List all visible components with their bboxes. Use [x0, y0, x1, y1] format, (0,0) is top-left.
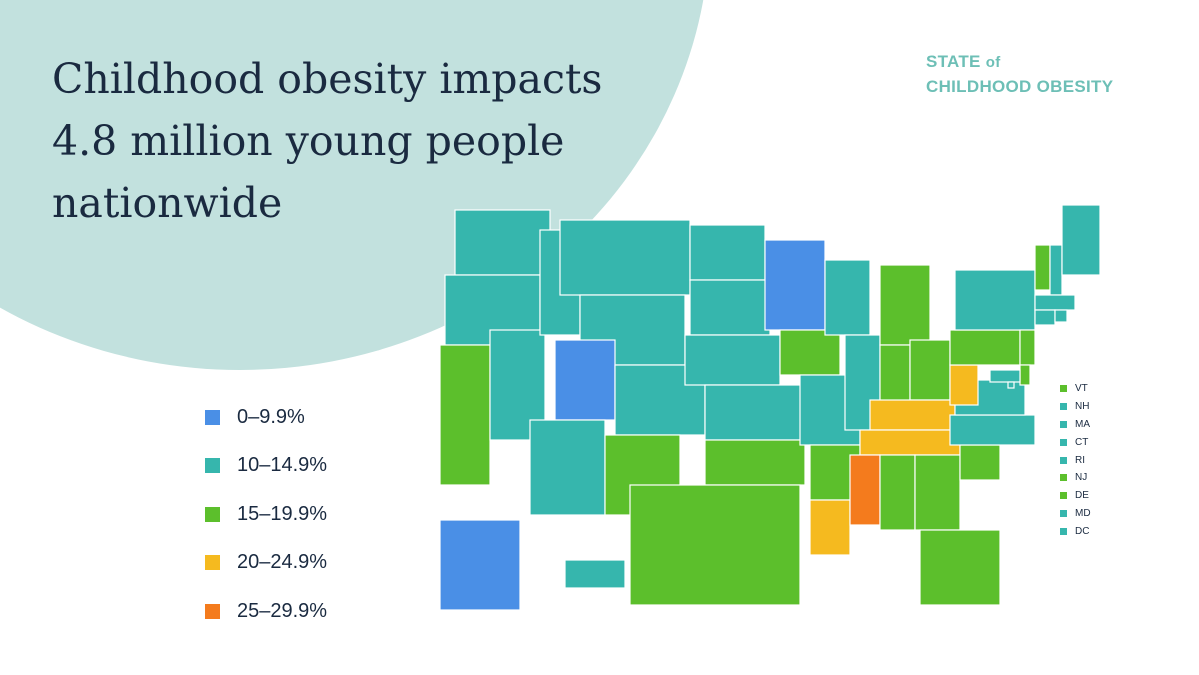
state-ct — [1034, 309, 1056, 326]
legend-swatch — [205, 603, 220, 619]
small-state-item: NJ — [1060, 469, 1120, 487]
state-ri — [1054, 309, 1068, 323]
legend: 0–9.9% 10–14.9% 15–19.9% 20–24.9% 25–29.9% — [205, 393, 385, 636]
legend-item: 25–29.9% — [205, 587, 385, 636]
small-state-swatch — [1060, 456, 1067, 464]
state-me — [1061, 204, 1101, 276]
small-state-swatch — [1060, 385, 1067, 393]
small-state-item: VT — [1060, 380, 1120, 398]
small-state-label: NJ — [1075, 472, 1088, 484]
state-ak — [439, 519, 521, 611]
state-ut — [554, 339, 616, 421]
small-state-item: MD — [1060, 505, 1120, 523]
small-state-label: DE — [1075, 490, 1089, 502]
state-nc — [949, 414, 1036, 446]
state-sc — [959, 444, 1001, 481]
state-ks — [704, 384, 806, 441]
state-pa — [949, 329, 1021, 366]
state-wi — [824, 259, 871, 336]
state-al — [879, 454, 916, 531]
state-sd — [689, 279, 771, 336]
small-state-swatch — [1060, 420, 1067, 428]
small-state-item: CT — [1060, 433, 1120, 451]
state-ga — [914, 454, 961, 531]
legend-item: 20–24.9% — [205, 539, 385, 588]
state-wv — [949, 364, 979, 406]
state-mi — [879, 264, 931, 346]
state-fl — [919, 529, 1001, 606]
legend-item: 0–9.9% — [205, 393, 385, 442]
small-states-legend: VT NH MA CT RI NJ DE MD DC — [1060, 380, 1120, 540]
state-ms — [849, 454, 881, 526]
state-vt — [1034, 244, 1051, 291]
logo-line1: STATE — [926, 52, 981, 71]
state-de — [1019, 364, 1031, 386]
logo-of: of — [985, 54, 1001, 71]
small-state-label: NH — [1075, 401, 1090, 413]
state-dc — [1007, 381, 1015, 389]
small-state-label: MA — [1075, 418, 1090, 430]
small-state-label: MD — [1075, 507, 1091, 519]
background-circle — [0, 0, 704, 370]
small-state-swatch — [1060, 527, 1067, 535]
small-state-swatch — [1060, 509, 1067, 517]
small-state-swatch — [1060, 438, 1067, 446]
state-mt — [559, 219, 691, 296]
state-ca — [439, 344, 491, 486]
small-state-label: DC — [1075, 525, 1090, 537]
legend-label: 0–9.9% — [237, 405, 305, 428]
page-title: Childhood obesity impacts 4.8 million yo… — [52, 55, 603, 227]
state-in — [879, 344, 911, 411]
legend-label: 20–24.9% — [237, 551, 328, 574]
legend-swatch — [205, 409, 220, 425]
small-state-label: RI — [1075, 454, 1085, 466]
state-md — [989, 369, 1021, 383]
legend-swatch — [205, 506, 220, 522]
small-state-swatch — [1060, 474, 1067, 482]
state-ok — [704, 439, 806, 486]
state-ma — [1034, 294, 1076, 311]
logo: STATE of CHILDHOOD OBESITY — [926, 50, 1166, 99]
small-state-item: MA — [1060, 416, 1120, 434]
state-tn — [859, 429, 961, 456]
small-state-item: DC — [1060, 522, 1120, 540]
legend-swatch — [205, 458, 220, 474]
small-state-label: CT — [1075, 436, 1089, 448]
state-nj — [1019, 329, 1036, 366]
legend-label: 10–14.9% — [237, 454, 328, 477]
state-ne — [684, 334, 781, 386]
legend-label: 15–19.9% — [237, 502, 328, 525]
state-nd — [689, 224, 766, 281]
state-oh — [909, 339, 951, 401]
small-state-swatch — [1060, 403, 1067, 411]
small-state-item: RI — [1060, 451, 1120, 469]
state-hi — [564, 559, 626, 589]
state-la — [809, 499, 851, 556]
state-nh — [1049, 244, 1063, 296]
legend-label: 25–29.9% — [237, 599, 328, 622]
state-ny — [954, 269, 1036, 331]
state-ia — [779, 329, 841, 376]
small-state-item: NH — [1060, 398, 1120, 416]
small-state-swatch — [1060, 492, 1067, 500]
state-tx — [629, 484, 801, 606]
small-state-item: DE — [1060, 487, 1120, 505]
legend-item: 10–14.9% — [205, 442, 385, 491]
state-ky — [869, 399, 956, 431]
legend-item: 15–19.9% — [205, 490, 385, 539]
state-nv — [489, 329, 546, 441]
logo-line2: CHILDHOOD OBESITY — [926, 77, 1114, 96]
state-az — [529, 419, 606, 516]
legend-swatch — [205, 555, 220, 571]
small-state-label: VT — [1075, 383, 1088, 395]
state-mn — [764, 239, 826, 331]
